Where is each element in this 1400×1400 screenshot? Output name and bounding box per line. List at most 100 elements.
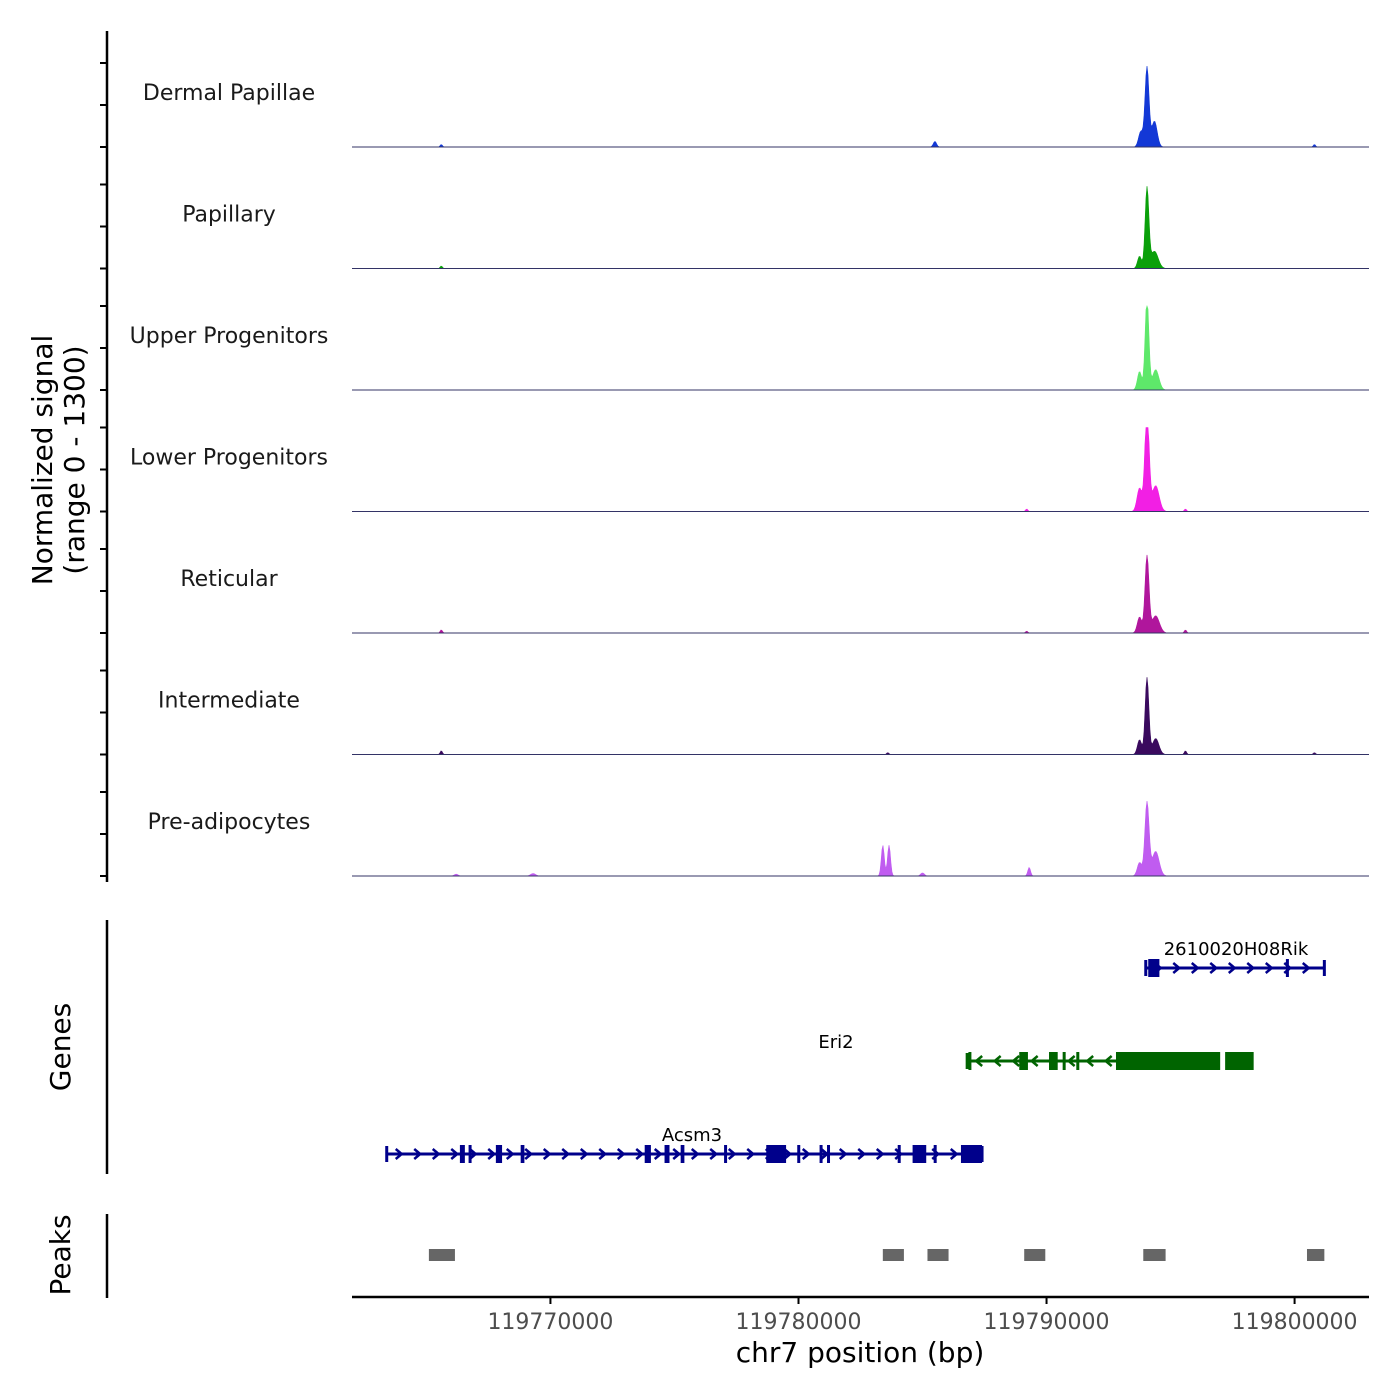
track-label: Pre-adipocytes [148, 810, 311, 835]
strand-arrow [598, 1148, 608, 1160]
peak-region [1306, 1249, 1325, 1261]
gene-exon [644, 1145, 651, 1163]
peaks-axis-title: Peaks [44, 1214, 77, 1295]
gene-label: 2610020H08Rik [1164, 939, 1309, 960]
strand-arrow [690, 1148, 700, 1160]
x-axis-title: chr7 position (bp) [736, 1336, 985, 1369]
gene-exon [827, 1145, 831, 1163]
coverage-track: Reticular [180, 554, 1369, 634]
coverage-area [352, 66, 1369, 148]
strand-arrow [1066, 1055, 1076, 1067]
axes: 119770000 119780000 119790000 119800000 Nor… [26, 31, 1369, 1369]
strand-arrow [992, 1055, 1002, 1067]
strand-arrow [1264, 962, 1274, 974]
track-label: Upper Progenitors [130, 324, 329, 349]
gene-model: 2610020H08Rik [1144, 939, 1326, 977]
genes-axis-title: Genes [44, 1003, 77, 1091]
x-tick-label: 119780000 [735, 1310, 861, 1335]
strand-arrow [579, 1148, 589, 1160]
strand-arrow [949, 1148, 959, 1160]
strand-arrow [468, 1148, 478, 1160]
gene-exon [1225, 1052, 1254, 1070]
gene-model: Acsm3 [385, 1125, 984, 1163]
strand-arrow [616, 1148, 626, 1160]
coverage-track: Lower Progenitors [130, 427, 1369, 512]
gene-exon [766, 1145, 787, 1163]
coverage-track: Pre-adipocytes [148, 800, 1369, 877]
strand-arrow [394, 1148, 404, 1160]
strand-arrow [542, 1148, 552, 1160]
strand-arrow [1246, 962, 1256, 974]
track-label: Intermediate [158, 689, 300, 714]
gene-exon [897, 1145, 901, 1163]
peak-track [428, 1249, 1325, 1261]
gene-exon [968, 1052, 972, 1070]
peak-region [428, 1249, 455, 1261]
gene-exon [495, 1145, 503, 1163]
gene-exon [459, 1145, 465, 1163]
gene-exon [1062, 1052, 1066, 1070]
gene-exon [1285, 959, 1289, 977]
coverage-track: Intermediate [158, 677, 1369, 755]
strand-arrow [1103, 1055, 1113, 1067]
y-axis-range-label: (range 0 - 1300) [58, 345, 91, 574]
strand-arrow [1029, 1055, 1039, 1067]
x-ticks: 119770000 119780000 119790000 119800000 [487, 1297, 1358, 1335]
strand-arrow [413, 1148, 423, 1160]
coverage-track: Papillary [182, 186, 1369, 269]
strand-arrow [635, 1148, 645, 1160]
strand-arrow [672, 1148, 682, 1160]
gene-tracks: 2610020H08Rik Eri2 Acsm3 [385, 939, 1326, 1163]
track-label: Lower Progenitors [130, 446, 328, 471]
strand-arrow [1172, 962, 1182, 974]
peak-region [927, 1249, 949, 1261]
gene-exon [960, 1145, 983, 1163]
strand-arrow [561, 1148, 571, 1160]
gene-exon [1076, 1052, 1080, 1070]
strand-arrow [524, 1148, 534, 1160]
strand-arrow [1085, 1055, 1094, 1067]
gene-exon [797, 1145, 801, 1163]
peak-region [882, 1249, 904, 1261]
x-tick-label: 119790000 [984, 1310, 1110, 1335]
strand-arrow [487, 1148, 497, 1160]
x-tick-label: 119800000 [1232, 1310, 1358, 1335]
gene-exon [912, 1145, 927, 1163]
gene-exon [468, 1145, 472, 1163]
gene-exon [933, 1145, 937, 1163]
coverage-area [352, 554, 1369, 634]
track-label: Reticular [180, 567, 278, 592]
signal-y-ticks [100, 62, 107, 877]
coverage-area [352, 677, 1369, 755]
strand-arrow [857, 1148, 867, 1160]
strand-arrow [974, 1055, 983, 1067]
strand-arrow [838, 1148, 848, 1160]
strand-arrow [653, 1148, 663, 1160]
strand-arrow [431, 1148, 441, 1160]
strand-arrow [1301, 962, 1311, 974]
coverage-tracks: Dermal Papillae Papillary Upper Progenitor… [130, 66, 1369, 877]
strand-arrow [1209, 962, 1219, 974]
strand-arrow [727, 1148, 737, 1160]
gene-exon [1049, 1052, 1058, 1070]
strand-arrow [783, 1148, 793, 1160]
peak-region [1024, 1249, 1046, 1261]
x-tick-label: 119770000 [487, 1310, 613, 1335]
gene-exon [1120, 1052, 1221, 1070]
coverage-track: Dermal Papillae [143, 66, 1369, 148]
coverage-area [352, 186, 1369, 269]
coverage-area [352, 304, 1369, 391]
gene-model: Eri2 [818, 1032, 1254, 1070]
strand-arrow [709, 1148, 719, 1160]
gene-label: Acsm3 [662, 1125, 722, 1146]
y-axis-title: Normalized signal [26, 335, 59, 586]
peak-region [1143, 1249, 1166, 1261]
gene-exon [664, 1145, 670, 1163]
strand-arrow [505, 1148, 515, 1160]
gene-exon [819, 1145, 823, 1163]
coverage-track: Upper Progenitors [130, 304, 1369, 391]
strand-arrow [746, 1148, 756, 1160]
gene-exon [1019, 1052, 1028, 1070]
strand-arrow [1190, 962, 1200, 974]
